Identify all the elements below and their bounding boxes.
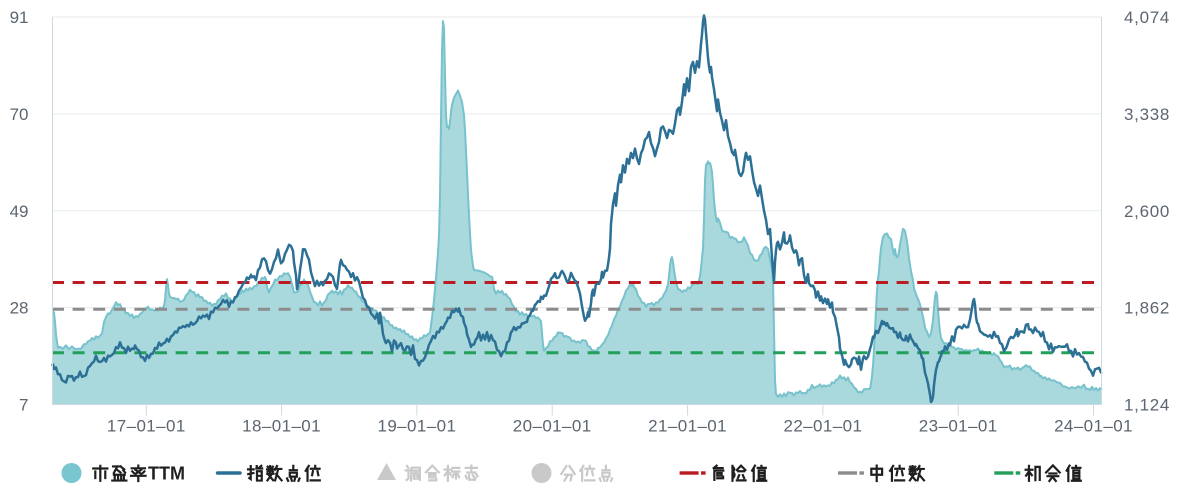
svg-text:23–01–01: 23–01–01 — [919, 417, 998, 436]
svg-text:20–01–01: 20–01–01 — [513, 417, 592, 436]
svg-text:91: 91 — [10, 8, 29, 27]
svg-text:22–01–01: 22–01–01 — [783, 417, 862, 436]
svg-text:19–01–01: 19–01–01 — [377, 417, 456, 436]
svg-text:28: 28 — [10, 299, 29, 318]
svg-text:49: 49 — [10, 202, 29, 221]
svg-text:4,074: 4,074 — [1124, 8, 1170, 27]
svg-text:21–01–01: 21–01–01 — [648, 417, 727, 436]
svg-text:24–01–01: 24–01–01 — [1054, 417, 1133, 436]
svg-text:70: 70 — [10, 105, 29, 124]
svg-text:3,338: 3,338 — [1124, 105, 1170, 124]
svg-text:17–01–01: 17–01–01 — [107, 417, 186, 436]
svg-text:7: 7 — [19, 396, 28, 415]
svg-text:TTM: TTM — [148, 464, 185, 484]
svg-text:1,124: 1,124 — [1124, 396, 1170, 415]
svg-text:18–01–01: 18–01–01 — [242, 417, 321, 436]
svg-text:2,600: 2,600 — [1124, 202, 1170, 221]
svg-text:1,862: 1,862 — [1124, 299, 1170, 318]
